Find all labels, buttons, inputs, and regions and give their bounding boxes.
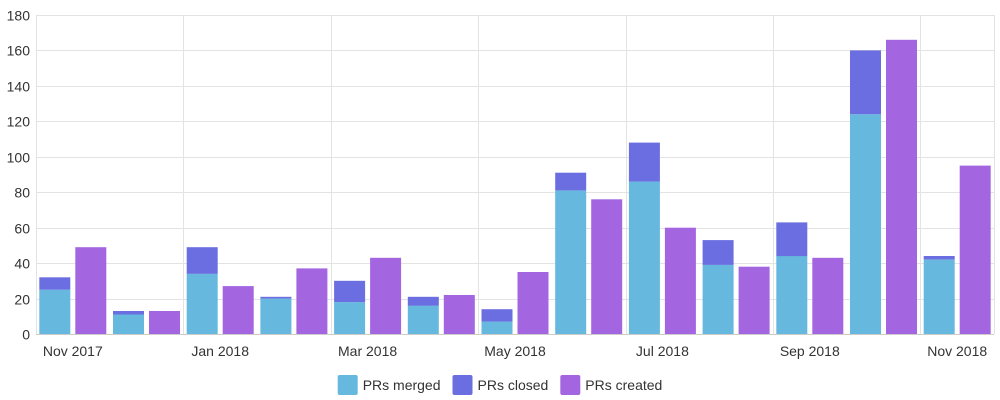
bar-prs-closed[interactable]: [850, 50, 881, 115]
bar-prs-created[interactable]: [149, 311, 180, 334]
bar-prs-merged[interactable]: [113, 314, 144, 335]
bar-prs-merged[interactable]: [186, 273, 218, 334]
bar-prs-merged[interactable]: [39, 289, 71, 334]
y-axis-ticks: 0 20 40 60 80 100 120 140 160 180: [7, 8, 31, 343]
bar-prs-created[interactable]: [812, 257, 844, 334]
legend-label: PRs created: [585, 377, 662, 393]
x-tick-label: Jan 2018: [191, 343, 249, 359]
legend-swatch: [560, 375, 581, 395]
x-tick-label: Nov 2017: [43, 343, 103, 359]
x-tick-label: Nov 2018: [927, 343, 987, 359]
legend-item-prs-created[interactable]: PRs created: [560, 375, 662, 395]
bar-prs-created[interactable]: [296, 268, 328, 334]
legend-swatch: [452, 375, 473, 395]
bar-prs-created[interactable]: [738, 266, 770, 334]
y-tick-label: 40: [14, 256, 30, 272]
legend-item-prs-closed[interactable]: PRs closed: [452, 375, 549, 395]
legend-item-prs-merged[interactable]: PRs merged: [337, 375, 441, 395]
bar-prs-created[interactable]: [959, 165, 991, 334]
bar-prs-merged[interactable]: [628, 181, 660, 334]
y-tick-label: 180: [7, 8, 31, 24]
y-tick-label: 0: [22, 327, 30, 343]
bar-prs-created[interactable]: [886, 39, 917, 335]
x-tick-label: Sep 2018: [780, 343, 840, 359]
legend[interactable]: PRs merged PRs closed PRs created: [337, 375, 663, 395]
bar-prs-closed[interactable]: [923, 256, 955, 260]
bar-prs-closed[interactable]: [776, 222, 808, 257]
bar-prs-closed[interactable]: [481, 309, 513, 322]
y-tick-label: 120: [7, 114, 31, 130]
bar-prs-closed[interactable]: [260, 296, 292, 299]
y-tick-label: 140: [7, 79, 31, 95]
x-tick-label: Jul 2018: [636, 343, 689, 359]
bar-prs-created[interactable]: [443, 295, 475, 334]
bar-prs-merged[interactable]: [923, 259, 955, 334]
bar-prs-created[interactable]: [517, 272, 549, 334]
bar-prs-closed[interactable]: [702, 240, 734, 265]
y-tick-label: 80: [14, 185, 30, 201]
y-tick-label: 20: [14, 292, 30, 308]
bar-prs-created[interactable]: [75, 247, 107, 334]
bar-prs-closed[interactable]: [407, 296, 439, 306]
legend-swatch: [337, 375, 358, 395]
y-tick-label: 60: [14, 221, 30, 237]
x-tick-label: Mar 2018: [338, 343, 397, 359]
y-tick-label: 160: [7, 43, 31, 59]
bar-prs-closed[interactable]: [186, 247, 218, 274]
bar-prs-closed[interactable]: [39, 277, 71, 290]
bar-prs-closed[interactable]: [113, 311, 144, 315]
gridlines: [36, 15, 995, 335]
bar-prs-merged[interactable]: [407, 305, 439, 334]
bar-prs-closed[interactable]: [555, 172, 587, 191]
legend-label: PRs closed: [478, 377, 549, 393]
bars: [39, 39, 991, 335]
bar-prs-merged[interactable]: [481, 321, 513, 334]
bar-prs-merged[interactable]: [260, 298, 292, 334]
bar-prs-merged[interactable]: [702, 264, 734, 334]
bar-prs-merged[interactable]: [850, 114, 881, 334]
legend-label: PRs merged: [363, 377, 441, 393]
bar-prs-created[interactable]: [222, 286, 254, 334]
y-tick-label: 100: [7, 150, 31, 166]
bar-prs-merged[interactable]: [776, 256, 808, 334]
bar-prs-merged[interactable]: [334, 302, 366, 334]
bar-prs-merged[interactable]: [555, 190, 587, 334]
bar-prs-created[interactable]: [591, 199, 623, 334]
x-tick-label: May 2018: [484, 343, 546, 359]
bar-prs-closed[interactable]: [334, 280, 366, 303]
bar-prs-created[interactable]: [664, 227, 696, 334]
bar-prs-closed[interactable]: [628, 142, 660, 182]
bar-prs-created[interactable]: [370, 257, 402, 334]
x-axis-ticks: Nov 2017 Jan 2018 Mar 2018 May 2018 Jul 2018…: [43, 343, 988, 359]
